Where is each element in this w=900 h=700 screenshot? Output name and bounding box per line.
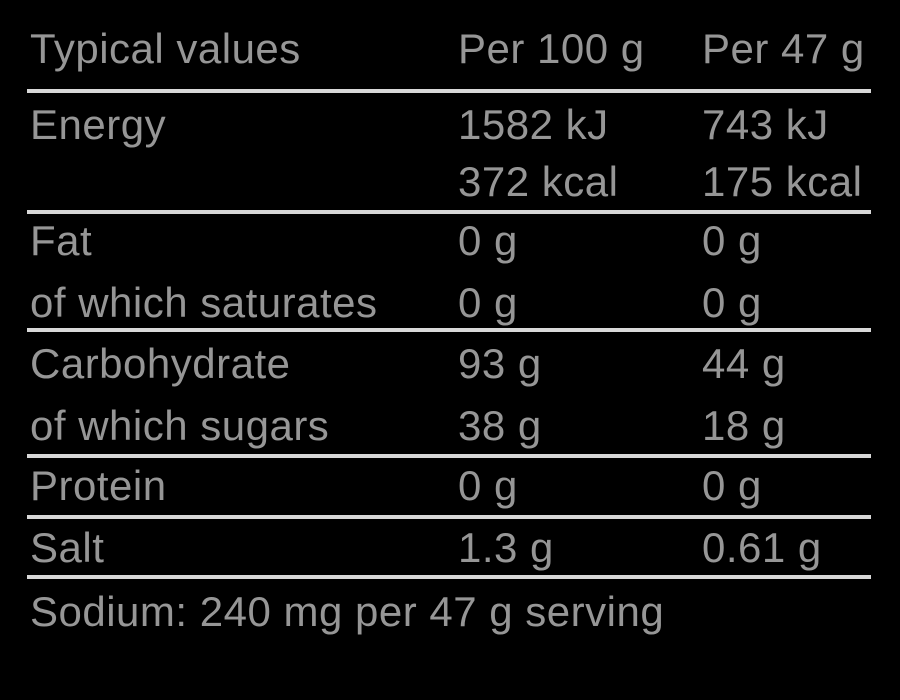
value-per-47g: 0 g	[702, 279, 762, 326]
table-row-energy-kcal: 372 kcal 175 kcal	[27, 161, 871, 207]
value-per-47g: 0 g	[702, 217, 762, 264]
row-label: of which sugars	[30, 402, 330, 449]
divider-under-protein	[27, 515, 871, 519]
value-per-100g: 0 g	[458, 279, 518, 326]
table-header-row: Typical values Per 100 g Per 47 g	[27, 28, 871, 74]
divider-under-fat	[27, 328, 871, 332]
table-row-sugars: of which sugars 38 g 18 g	[27, 405, 871, 451]
header-typical-values: Typical values	[30, 25, 301, 72]
value-per-47g: 0.61 g	[702, 524, 822, 571]
row-label: Protein	[30, 462, 167, 509]
table-row-carbohydrate: Carbohydrate 93 g 44 g	[27, 343, 871, 389]
value-per-100g: 93 g	[458, 340, 542, 387]
value-per-100g: 1582 kJ	[458, 101, 609, 148]
value-per-47g: 175 kcal	[702, 158, 863, 205]
value-per-100g: 1.3 g	[458, 524, 554, 571]
value-per-47g: 18 g	[702, 402, 786, 449]
row-label: Energy	[30, 101, 167, 148]
divider-under-salt	[27, 575, 871, 579]
value-per-47g: 743 kJ	[702, 101, 829, 148]
table-row-fat: Fat 0 g 0 g	[27, 220, 871, 266]
row-label: Fat	[30, 217, 93, 264]
row-label: Salt	[30, 524, 105, 571]
nutrition-table: Typical values Per 100 g Per 47 g Energy…	[27, 0, 871, 700]
sodium-footnote: Sodium: 240 mg per 47 g serving	[30, 588, 665, 635]
row-label: Carbohydrate	[30, 340, 291, 387]
table-row-saturates: of which saturates 0 g 0 g	[27, 282, 871, 328]
value-per-47g: 44 g	[702, 340, 786, 387]
divider-under-carbohydrate	[27, 454, 871, 458]
divider-under-energy	[27, 210, 871, 214]
table-row-energy-kj: Energy 1582 kJ 743 kJ	[27, 104, 871, 150]
divider-under-header	[27, 89, 871, 93]
table-row-protein: Protein 0 g 0 g	[27, 465, 871, 511]
value-per-100g: 0 g	[458, 462, 518, 509]
value-per-100g: 0 g	[458, 217, 518, 264]
sodium-footnote-row: Sodium: 240 mg per 47 g serving	[27, 591, 871, 637]
value-per-100g: 38 g	[458, 402, 542, 449]
value-per-47g: 0 g	[702, 462, 762, 509]
header-per-100g: Per 100 g	[458, 25, 645, 72]
table-row-salt: Salt 1.3 g 0.61 g	[27, 527, 871, 573]
header-per-47g: Per 47 g	[702, 25, 865, 72]
row-label: of which saturates	[30, 279, 378, 326]
value-per-100g: 372 kcal	[458, 158, 619, 205]
